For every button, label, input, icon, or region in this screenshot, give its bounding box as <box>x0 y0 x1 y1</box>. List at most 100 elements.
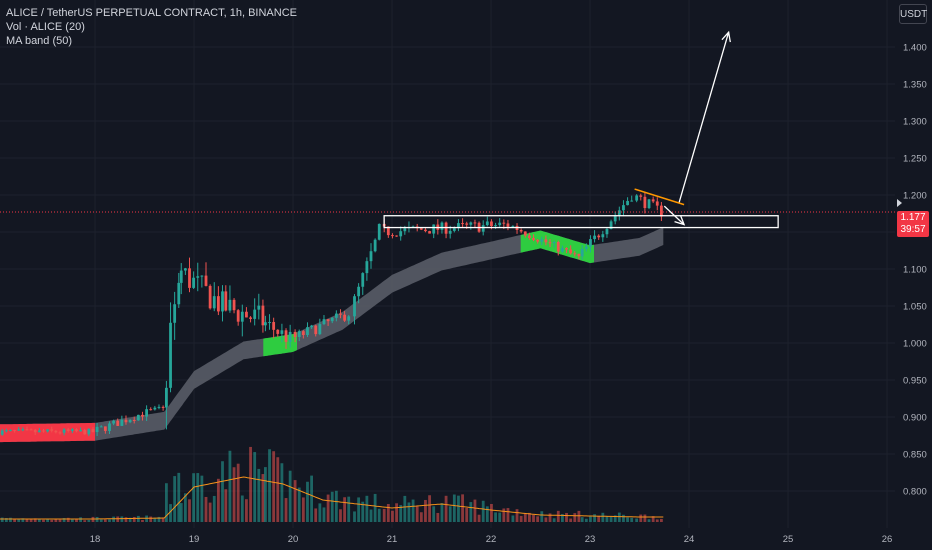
volume-bar <box>228 450 232 522</box>
volume-bar <box>257 468 261 522</box>
volume-indicator-label[interactable]: Vol · ALICE (20) <box>6 21 85 33</box>
candle-body <box>544 239 548 243</box>
candle-body <box>66 429 70 432</box>
candle-body <box>630 200 634 202</box>
candle-body <box>128 420 132 423</box>
volume-bar <box>617 512 621 522</box>
volume-bar <box>643 514 647 522</box>
candle-body <box>83 430 87 435</box>
ma-band-indicator-label[interactable]: MA band (50) <box>6 35 73 47</box>
candle <box>399 226 403 241</box>
volume-bar <box>461 494 464 522</box>
candle <box>108 421 111 434</box>
volume-bar <box>353 511 356 522</box>
candle-body <box>0 430 4 435</box>
candle <box>322 315 326 326</box>
candle <box>46 429 50 433</box>
volume-bar <box>149 516 153 522</box>
candle-body <box>593 235 596 240</box>
candle-body <box>62 429 66 433</box>
candle <box>58 430 62 435</box>
candle-body <box>9 429 12 431</box>
x-axis: 18 19 20 21 22 23 24 25 26 <box>90 534 893 545</box>
candle <box>552 240 556 248</box>
volume-bar <box>103 519 107 522</box>
candle-body <box>490 221 493 227</box>
volume-bar <box>322 507 326 522</box>
volume-bar <box>112 516 116 522</box>
candle-body <box>322 319 326 325</box>
volume-bar <box>577 510 581 522</box>
symbol-title[interactable]: ALICE / TetherUS PERPETUAL CONTRACT, 1h,… <box>6 7 297 19</box>
volume-bar <box>310 475 314 522</box>
candle <box>630 195 634 202</box>
volume-bar <box>597 515 601 522</box>
candle-body <box>288 331 292 342</box>
volume-bar <box>221 461 224 522</box>
volume-bar <box>54 518 58 522</box>
candle-body <box>519 229 523 232</box>
candle <box>4 428 8 433</box>
candle-body <box>46 429 50 432</box>
candle <box>212 282 216 312</box>
volume-bar <box>99 519 103 522</box>
candle <box>498 218 502 227</box>
candle <box>99 425 103 428</box>
volume-bar <box>481 500 485 522</box>
candle <box>580 244 584 260</box>
ma-band-bull-zone <box>263 332 297 357</box>
volume-bar <box>593 514 596 522</box>
volume-bar <box>369 509 373 522</box>
volume-bar <box>473 499 477 522</box>
candle-body <box>276 329 280 334</box>
candle-body <box>511 225 515 227</box>
candle-body <box>301 331 305 335</box>
volume-bar <box>50 519 54 522</box>
volume-bar <box>136 515 140 522</box>
candle-body <box>249 317 252 319</box>
currency-unit-button[interactable]: USDT <box>899 4 927 24</box>
volume-bar <box>436 512 440 522</box>
candle-body <box>42 430 45 432</box>
volume-bar <box>589 516 592 522</box>
candle-body <box>224 291 228 311</box>
volume-bar <box>528 512 531 522</box>
candle-body <box>502 222 506 224</box>
volume-bar <box>284 498 288 522</box>
candle-body <box>157 406 161 408</box>
volume-bar <box>373 493 377 522</box>
x-tick-label: 24 <box>684 534 695 545</box>
volume-bar <box>108 519 111 522</box>
candle <box>469 221 473 230</box>
candle-body <box>183 268 187 271</box>
ma-band-fill <box>0 227 664 443</box>
candle <box>145 405 149 421</box>
candle <box>261 299 265 333</box>
volume-bar <box>326 494 330 522</box>
arrow-drawing <box>663 205 686 226</box>
candle <box>264 315 267 332</box>
ma-band <box>0 227 664 443</box>
candle <box>584 243 588 252</box>
volume-bar <box>584 518 588 522</box>
candle <box>353 294 356 325</box>
candle-body <box>448 230 452 234</box>
volume-bar <box>66 517 70 522</box>
candle <box>461 218 464 228</box>
candle <box>179 263 183 295</box>
volume-bar <box>188 499 191 522</box>
volume-bar <box>556 510 560 522</box>
candle <box>141 411 144 421</box>
candle <box>651 196 655 204</box>
scroll-to-latest-icon[interactable] <box>897 199 902 207</box>
candle <box>165 380 168 430</box>
candle-body <box>399 231 403 237</box>
volume-bar <box>25 519 29 522</box>
volume-bar <box>399 505 403 522</box>
volume-bar <box>660 518 663 522</box>
candle <box>91 427 95 433</box>
candle-body <box>457 223 460 229</box>
volume-bar <box>157 516 161 522</box>
x-tick-label: 25 <box>783 534 794 545</box>
